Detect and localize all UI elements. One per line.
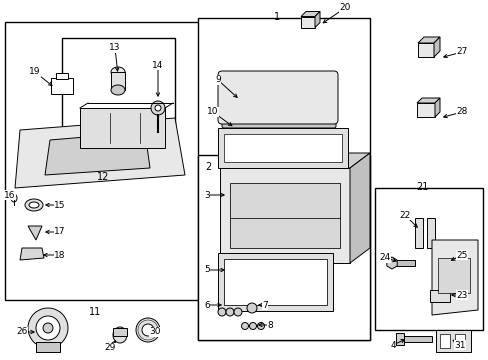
Polygon shape xyxy=(431,240,477,315)
Text: 2: 2 xyxy=(204,162,211,172)
Text: 22: 22 xyxy=(399,211,410,220)
Text: 16: 16 xyxy=(4,190,16,199)
Text: 23: 23 xyxy=(455,291,467,300)
Ellipse shape xyxy=(11,194,17,202)
Circle shape xyxy=(249,323,256,329)
Ellipse shape xyxy=(111,85,125,95)
Bar xyxy=(301,17,314,27)
Text: 9: 9 xyxy=(215,76,221,85)
Text: 30: 30 xyxy=(149,328,161,337)
Circle shape xyxy=(136,318,160,342)
Bar xyxy=(414,218,422,248)
Bar xyxy=(435,330,470,352)
Polygon shape xyxy=(416,98,439,103)
Text: 11: 11 xyxy=(89,307,101,317)
Ellipse shape xyxy=(111,67,125,77)
Bar xyxy=(454,334,464,348)
Circle shape xyxy=(43,323,53,333)
Bar xyxy=(220,168,349,263)
Polygon shape xyxy=(301,12,319,17)
Polygon shape xyxy=(433,37,439,57)
Circle shape xyxy=(246,303,257,313)
Bar xyxy=(395,333,403,345)
Circle shape xyxy=(28,308,68,348)
Text: 7: 7 xyxy=(262,301,267,310)
Text: 29: 29 xyxy=(104,343,116,352)
Bar xyxy=(218,128,347,168)
Bar xyxy=(426,218,434,248)
Text: 20: 20 xyxy=(339,4,350,13)
Polygon shape xyxy=(15,118,184,188)
Circle shape xyxy=(225,308,234,316)
Bar xyxy=(374,188,482,330)
Text: 17: 17 xyxy=(54,228,65,237)
Polygon shape xyxy=(45,132,150,175)
Polygon shape xyxy=(434,98,439,117)
Text: 21: 21 xyxy=(415,182,427,192)
Polygon shape xyxy=(314,12,319,27)
Text: 26: 26 xyxy=(16,328,28,337)
Bar xyxy=(416,103,434,117)
Bar xyxy=(5,22,200,300)
Bar xyxy=(56,73,68,79)
Ellipse shape xyxy=(29,202,39,208)
Bar xyxy=(113,328,127,336)
Text: 12: 12 xyxy=(97,172,109,182)
Ellipse shape xyxy=(113,327,127,343)
Text: 3: 3 xyxy=(203,190,209,199)
Text: 18: 18 xyxy=(54,251,65,260)
Polygon shape xyxy=(349,153,369,263)
Polygon shape xyxy=(220,153,369,168)
Bar xyxy=(218,253,332,311)
Circle shape xyxy=(218,308,225,316)
Bar xyxy=(439,334,449,348)
Polygon shape xyxy=(28,226,42,240)
Text: 27: 27 xyxy=(455,48,467,57)
Circle shape xyxy=(257,323,264,329)
Polygon shape xyxy=(417,37,439,43)
FancyBboxPatch shape xyxy=(222,116,335,128)
Text: 24: 24 xyxy=(379,253,390,262)
Text: 6: 6 xyxy=(203,301,209,310)
Text: 14: 14 xyxy=(152,60,163,69)
Bar xyxy=(36,342,60,352)
Text: 28: 28 xyxy=(455,108,467,117)
Ellipse shape xyxy=(25,199,43,211)
Circle shape xyxy=(151,101,164,115)
FancyBboxPatch shape xyxy=(218,71,337,124)
Text: 31: 31 xyxy=(453,341,465,350)
Bar xyxy=(229,183,339,248)
Bar xyxy=(51,78,73,94)
Text: 10: 10 xyxy=(207,108,218,117)
Polygon shape xyxy=(80,108,164,148)
Bar xyxy=(198,18,369,340)
Text: 4: 4 xyxy=(389,341,395,350)
Bar xyxy=(198,155,369,340)
Bar xyxy=(224,134,341,162)
Circle shape xyxy=(234,308,242,316)
Circle shape xyxy=(36,316,60,340)
Bar xyxy=(62,38,175,165)
Circle shape xyxy=(155,105,161,111)
Text: 8: 8 xyxy=(266,320,272,329)
Bar xyxy=(417,43,433,57)
Bar xyxy=(401,336,431,342)
Bar xyxy=(394,260,414,266)
Text: 5: 5 xyxy=(203,266,209,274)
Text: 13: 13 xyxy=(109,44,121,53)
Polygon shape xyxy=(20,248,44,260)
Text: 1: 1 xyxy=(273,12,280,22)
Text: 15: 15 xyxy=(54,201,65,210)
Bar xyxy=(429,290,449,302)
Bar xyxy=(224,259,326,305)
Bar xyxy=(111,72,125,90)
Circle shape xyxy=(241,323,248,329)
Text: 19: 19 xyxy=(29,68,41,77)
Text: 25: 25 xyxy=(455,251,467,260)
Bar xyxy=(437,258,469,293)
Circle shape xyxy=(142,324,154,336)
